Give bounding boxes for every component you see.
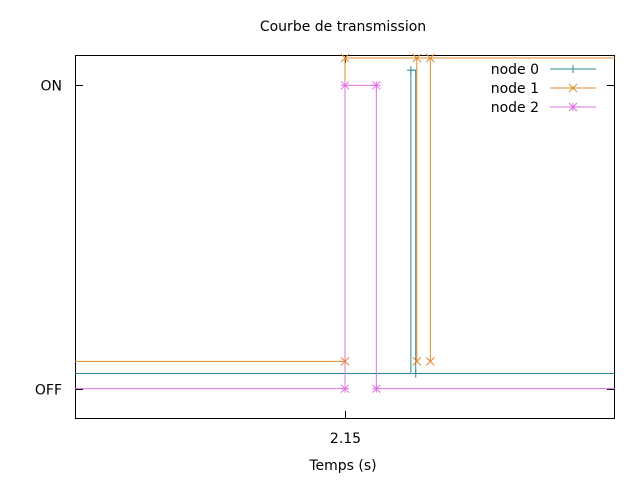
legend-marker-0 — [569, 65, 577, 73]
legend-marker-2 — [568, 102, 578, 112]
y-axis: OFF ON — [35, 79, 615, 399]
x-tick-label-0: 2.15 — [330, 431, 361, 447]
y-tick-label-0: OFF — [35, 383, 62, 399]
series-0-point-2 — [411, 369, 420, 378]
series-line-2 — [75, 84, 615, 390]
series-layer — [75, 53, 615, 394]
series-0-point-1 — [406, 66, 415, 75]
legend-label-2: node 2 — [491, 100, 539, 116]
legend: node 0 node 1 node 2 — [491, 62, 596, 116]
legend-label-1: node 1 — [491, 81, 539, 97]
legend-marker-1 — [568, 83, 578, 93]
series-2-point-1 — [340, 80, 350, 90]
series-1-point-4 — [425, 357, 435, 366]
series-2-point-0 — [340, 384, 350, 394]
series-1-point-1 — [340, 53, 350, 63]
series-2-point-2 — [371, 80, 381, 90]
x-axis: 2.15 — [330, 55, 361, 447]
series-1-point-5 — [425, 53, 435, 63]
y-tick-label-1: ON — [41, 79, 63, 95]
series-1-point-2 — [412, 357, 422, 366]
series-1-point-3 — [412, 53, 422, 63]
x-axis-label: Temps (s) — [308, 458, 376, 474]
chart-title: Courbe de transmission — [260, 19, 426, 35]
legend-label-0: node 0 — [491, 62, 539, 78]
series-2-point-3 — [371, 384, 381, 394]
